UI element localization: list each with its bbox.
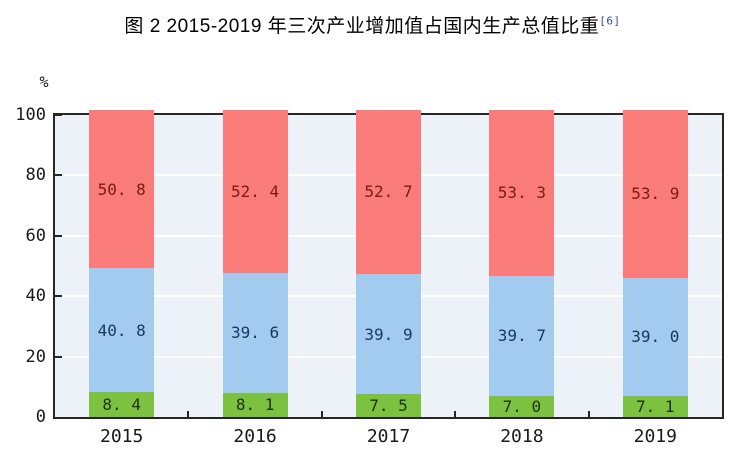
bar-value-label: 53. 9 [631,184,680,204]
bar-value-label: 8. 4 [102,394,141,414]
x-axis-boundary-tick-1 [187,411,190,417]
bar-value-label: 52. 4 [231,181,280,201]
bar-value-label: 50. 8 [97,179,146,199]
bar-value-label: 7. 0 [502,396,542,416]
bar-2019-middle-blue: 39. 0 [622,277,688,396]
y-tick-label-60: 60 [25,225,46,246]
bar-2018-middle-blue: 39. 7 [489,275,555,396]
y-tick-label-80: 80 [25,165,46,186]
bar-2016-top-red: 52. 4 [222,109,288,273]
x-axis-boundary-tick-2 [320,411,323,417]
y-axis-tick-80 [55,174,62,177]
bar-value-label: 39. 7 [497,326,546,346]
chart-title: 图 2 2015-2019 年三次产业增加值占国内生产总值比重[6] [0,11,745,38]
bar-2015-middle-blue: 40. 8 [89,268,155,392]
chart-title-text: 图 2 2015-2019 年三次产业增加值占国内生产总值比重 [124,16,600,37]
x-tick-label-2016: 2016 [233,426,277,447]
plot-area: 8. 4 40. 8 50. 8 8. 1 39. 6 52. 4 7. 5 39. 9 52.… [53,109,724,419]
bar-value-label: 39. 9 [364,324,413,344]
y-tick-label-20: 20 [25,346,46,367]
bar-2016-bottom-green: 8. 1 [222,392,288,417]
y-axis-tick-60 [55,234,62,237]
y-tick-label-100: 100 [15,105,46,125]
bar-value-label: 8. 1 [235,395,275,415]
bar-2019-top-red: 53. 9 [622,110,688,278]
y-axis-tick-20 [55,355,62,358]
bar-2015-bottom-green: 8. 4 [89,391,155,417]
y-axis-unit-label: % [39,73,49,91]
y-axis-tick-100 [55,114,62,116]
y-tick-label-40: 40 [25,286,46,307]
bar-value-label: 52. 7 [364,182,413,202]
bar-value-label: 53. 3 [497,183,546,203]
x-tick-label-2015: 2015 [100,426,144,447]
y-tick-label-0: 0 [35,407,46,427]
bar-value-label: 39. 0 [631,327,680,347]
bar-2018-top-red: 53. 3 [489,110,555,276]
y-axis-tick-40 [55,295,62,298]
bar-value-label: 40. 8 [97,320,146,340]
x-tick-label-2019: 2019 [633,426,677,447]
bar-2018-bottom-green: 7. 0 [489,395,555,417]
bar-value-label: 39. 6 [231,323,280,343]
bar-2017-middle-blue: 39. 9 [356,273,421,395]
bar-value-label: 7. 1 [636,396,675,416]
bar-2016-middle-blue: 39. 6 [222,272,288,393]
footnote-reference-link[interactable]: [6] [599,14,621,28]
x-axis-boundary-tick-4 [587,411,590,417]
bar-2015-top-red: 50. 8 [89,110,155,269]
x-tick-label-2018: 2018 [500,426,544,447]
bar-2019-bottom-green: 7. 1 [622,395,688,417]
bar-2017-bottom-green: 7. 5 [356,394,421,417]
x-axis-boundary-tick-3 [454,411,457,417]
bar-2017-top-red: 52. 7 [356,109,421,274]
bar-value-label: 7. 5 [369,396,408,416]
x-tick-label-2017: 2017 [366,426,411,447]
